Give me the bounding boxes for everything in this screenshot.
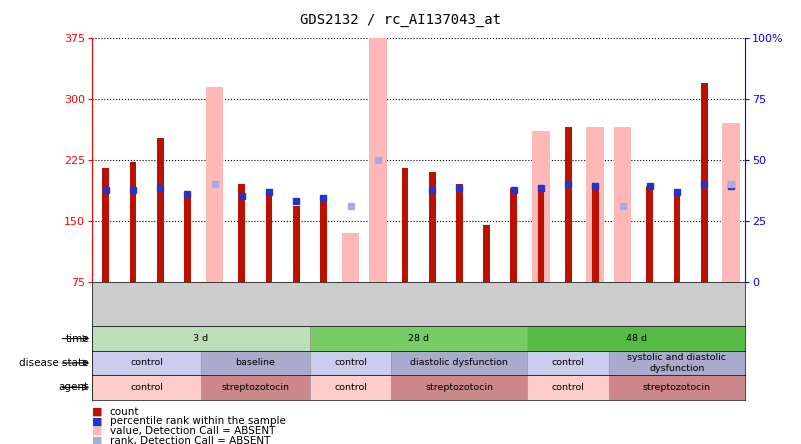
Bar bbox=[592, 184, 598, 282]
Text: agent: agent bbox=[58, 382, 89, 392]
Text: control: control bbox=[130, 383, 163, 392]
Text: systolic and diastolic
dysfunction: systolic and diastolic dysfunction bbox=[627, 353, 727, 373]
Bar bbox=[401, 168, 409, 282]
Bar bbox=[456, 184, 463, 282]
Text: ■: ■ bbox=[92, 426, 103, 436]
Text: streptozotocin: streptozotocin bbox=[425, 383, 493, 392]
Bar bbox=[510, 188, 517, 282]
Text: 3 d: 3 d bbox=[193, 334, 208, 343]
Text: ■: ■ bbox=[92, 416, 103, 426]
Text: control: control bbox=[552, 358, 585, 368]
Text: disease state: disease state bbox=[19, 358, 89, 368]
Text: streptozotocin: streptozotocin bbox=[643, 383, 711, 392]
Text: percentile rank within the sample: percentile rank within the sample bbox=[110, 416, 286, 426]
Text: count: count bbox=[110, 407, 139, 416]
Bar bbox=[206, 87, 223, 282]
Bar bbox=[310, 375, 392, 400]
Bar bbox=[130, 162, 136, 282]
Bar bbox=[342, 233, 360, 282]
Bar bbox=[586, 127, 604, 282]
Bar bbox=[701, 83, 707, 282]
Bar bbox=[614, 127, 631, 282]
Bar bbox=[320, 198, 327, 282]
Bar bbox=[239, 184, 245, 282]
Text: GDS2132 / rc_AI137043_at: GDS2132 / rc_AI137043_at bbox=[300, 13, 501, 28]
Bar bbox=[674, 190, 680, 282]
Bar bbox=[565, 127, 572, 282]
Text: ■: ■ bbox=[92, 436, 103, 444]
Bar bbox=[609, 351, 745, 375]
Bar bbox=[265, 192, 272, 282]
Bar bbox=[310, 326, 527, 351]
Text: 28 d: 28 d bbox=[408, 334, 429, 343]
Bar bbox=[483, 225, 490, 282]
Bar bbox=[527, 326, 745, 351]
Text: baseline: baseline bbox=[235, 358, 276, 368]
Bar bbox=[527, 351, 609, 375]
Bar bbox=[392, 375, 527, 400]
Text: value, Detection Call = ABSENT: value, Detection Call = ABSENT bbox=[110, 426, 275, 436]
Bar bbox=[92, 326, 310, 351]
Bar bbox=[537, 186, 545, 282]
Bar bbox=[646, 186, 653, 282]
Text: control: control bbox=[334, 383, 367, 392]
Bar bbox=[310, 351, 392, 375]
Text: control: control bbox=[334, 358, 367, 368]
Bar bbox=[184, 192, 191, 282]
Bar bbox=[292, 206, 300, 282]
Bar bbox=[369, 38, 387, 282]
Bar bbox=[201, 375, 310, 400]
Bar bbox=[392, 351, 527, 375]
Text: streptozotocin: streptozotocin bbox=[221, 383, 289, 392]
Text: control: control bbox=[130, 358, 163, 368]
Bar bbox=[429, 172, 436, 282]
Text: diastolic dysfunction: diastolic dysfunction bbox=[410, 358, 509, 368]
Text: rank, Detection Call = ABSENT: rank, Detection Call = ABSENT bbox=[110, 436, 270, 444]
Bar bbox=[157, 138, 163, 282]
Bar bbox=[92, 351, 201, 375]
Text: time: time bbox=[65, 333, 89, 344]
Bar bbox=[527, 375, 609, 400]
Text: control: control bbox=[552, 383, 585, 392]
Bar bbox=[532, 131, 549, 282]
Bar bbox=[103, 168, 109, 282]
Text: 48 d: 48 d bbox=[626, 334, 646, 343]
Text: ■: ■ bbox=[92, 407, 103, 416]
Bar bbox=[609, 375, 745, 400]
Bar bbox=[723, 123, 740, 282]
Bar bbox=[201, 351, 310, 375]
Bar bbox=[92, 375, 201, 400]
